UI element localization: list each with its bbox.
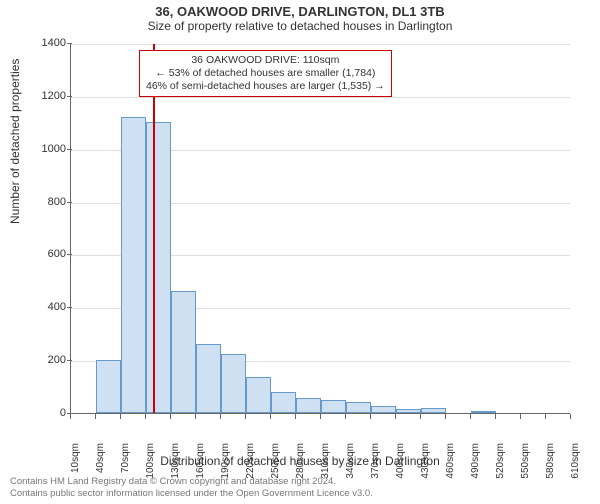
- footer-line1: Contains HM Land Registry data © Crown c…: [10, 476, 373, 488]
- footer-line2: Contains public sector information licen…: [10, 488, 373, 500]
- x-tick-mark: [545, 414, 546, 419]
- histogram-bar: [321, 400, 346, 413]
- histogram-bar: [246, 377, 271, 413]
- histogram-bar: [146, 122, 171, 413]
- callout-line1: 36 OAKWOOD DRIVE: 110sqm: [146, 54, 385, 67]
- x-axis-label: Distribution of detached houses by size …: [0, 454, 600, 468]
- x-tick-mark: [70, 414, 71, 419]
- y-tick-label: 1000: [30, 143, 66, 155]
- histogram-bar: [421, 408, 446, 413]
- x-tick-mark: [270, 414, 271, 419]
- footer-attribution: Contains HM Land Registry data © Crown c…: [10, 476, 373, 500]
- x-tick-mark: [495, 414, 496, 419]
- x-tick-mark: [95, 414, 96, 419]
- chart-container: 36, OAKWOOD DRIVE, DARLINGTON, DL1 3TB S…: [0, 4, 600, 504]
- histogram-bar: [121, 117, 146, 413]
- x-tick-mark: [220, 414, 221, 419]
- chart-subtitle: Size of property relative to detached ho…: [0, 19, 600, 33]
- highlight-line: [153, 44, 155, 413]
- gridline: [71, 44, 570, 45]
- x-tick-mark: [120, 414, 121, 419]
- y-tick-label: 0: [30, 407, 66, 419]
- x-tick-mark: [445, 414, 446, 419]
- histogram-bar: [396, 409, 421, 413]
- histogram-bar: [296, 398, 321, 413]
- highlight-callout: 36 OAKWOOD DRIVE: 110sqm ← 53% of detach…: [139, 50, 392, 97]
- histogram-bar: [346, 402, 371, 413]
- y-tick-label: 400: [30, 301, 66, 313]
- callout-line2: ← 53% of detached houses are smaller (1,…: [146, 67, 385, 80]
- callout-line3: 46% of semi-detached houses are larger (…: [146, 80, 385, 93]
- plot-area: 36 OAKWOOD DRIVE: 110sqm ← 53% of detach…: [70, 44, 570, 414]
- histogram-bar: [96, 360, 121, 413]
- histogram-bar: [371, 406, 396, 413]
- histogram-bar: [271, 392, 296, 413]
- x-tick-mark: [470, 414, 471, 419]
- histogram-bar: [221, 354, 246, 413]
- y-tick-label: 800: [30, 196, 66, 208]
- y-tick-label: 600: [30, 248, 66, 260]
- x-tick-mark: [520, 414, 521, 419]
- x-tick-mark: [395, 414, 396, 419]
- x-tick-mark: [345, 414, 346, 419]
- y-axis-label: Number of detached properties: [8, 59, 22, 224]
- histogram-bar: [196, 344, 221, 413]
- page-title: 36, OAKWOOD DRIVE, DARLINGTON, DL1 3TB: [0, 4, 600, 19]
- x-tick-mark: [320, 414, 321, 419]
- x-tick-mark: [570, 414, 571, 419]
- x-tick-mark: [295, 414, 296, 419]
- histogram-bar: [471, 411, 496, 413]
- x-tick-mark: [420, 414, 421, 419]
- x-tick-mark: [245, 414, 246, 419]
- y-tick-label: 1400: [30, 37, 66, 49]
- histogram-bar: [171, 291, 196, 413]
- x-tick-mark: [370, 414, 371, 419]
- y-tick-label: 1200: [30, 90, 66, 102]
- x-tick-mark: [145, 414, 146, 419]
- x-tick-mark: [195, 414, 196, 419]
- y-tick-label: 200: [30, 354, 66, 366]
- x-tick-mark: [170, 414, 171, 419]
